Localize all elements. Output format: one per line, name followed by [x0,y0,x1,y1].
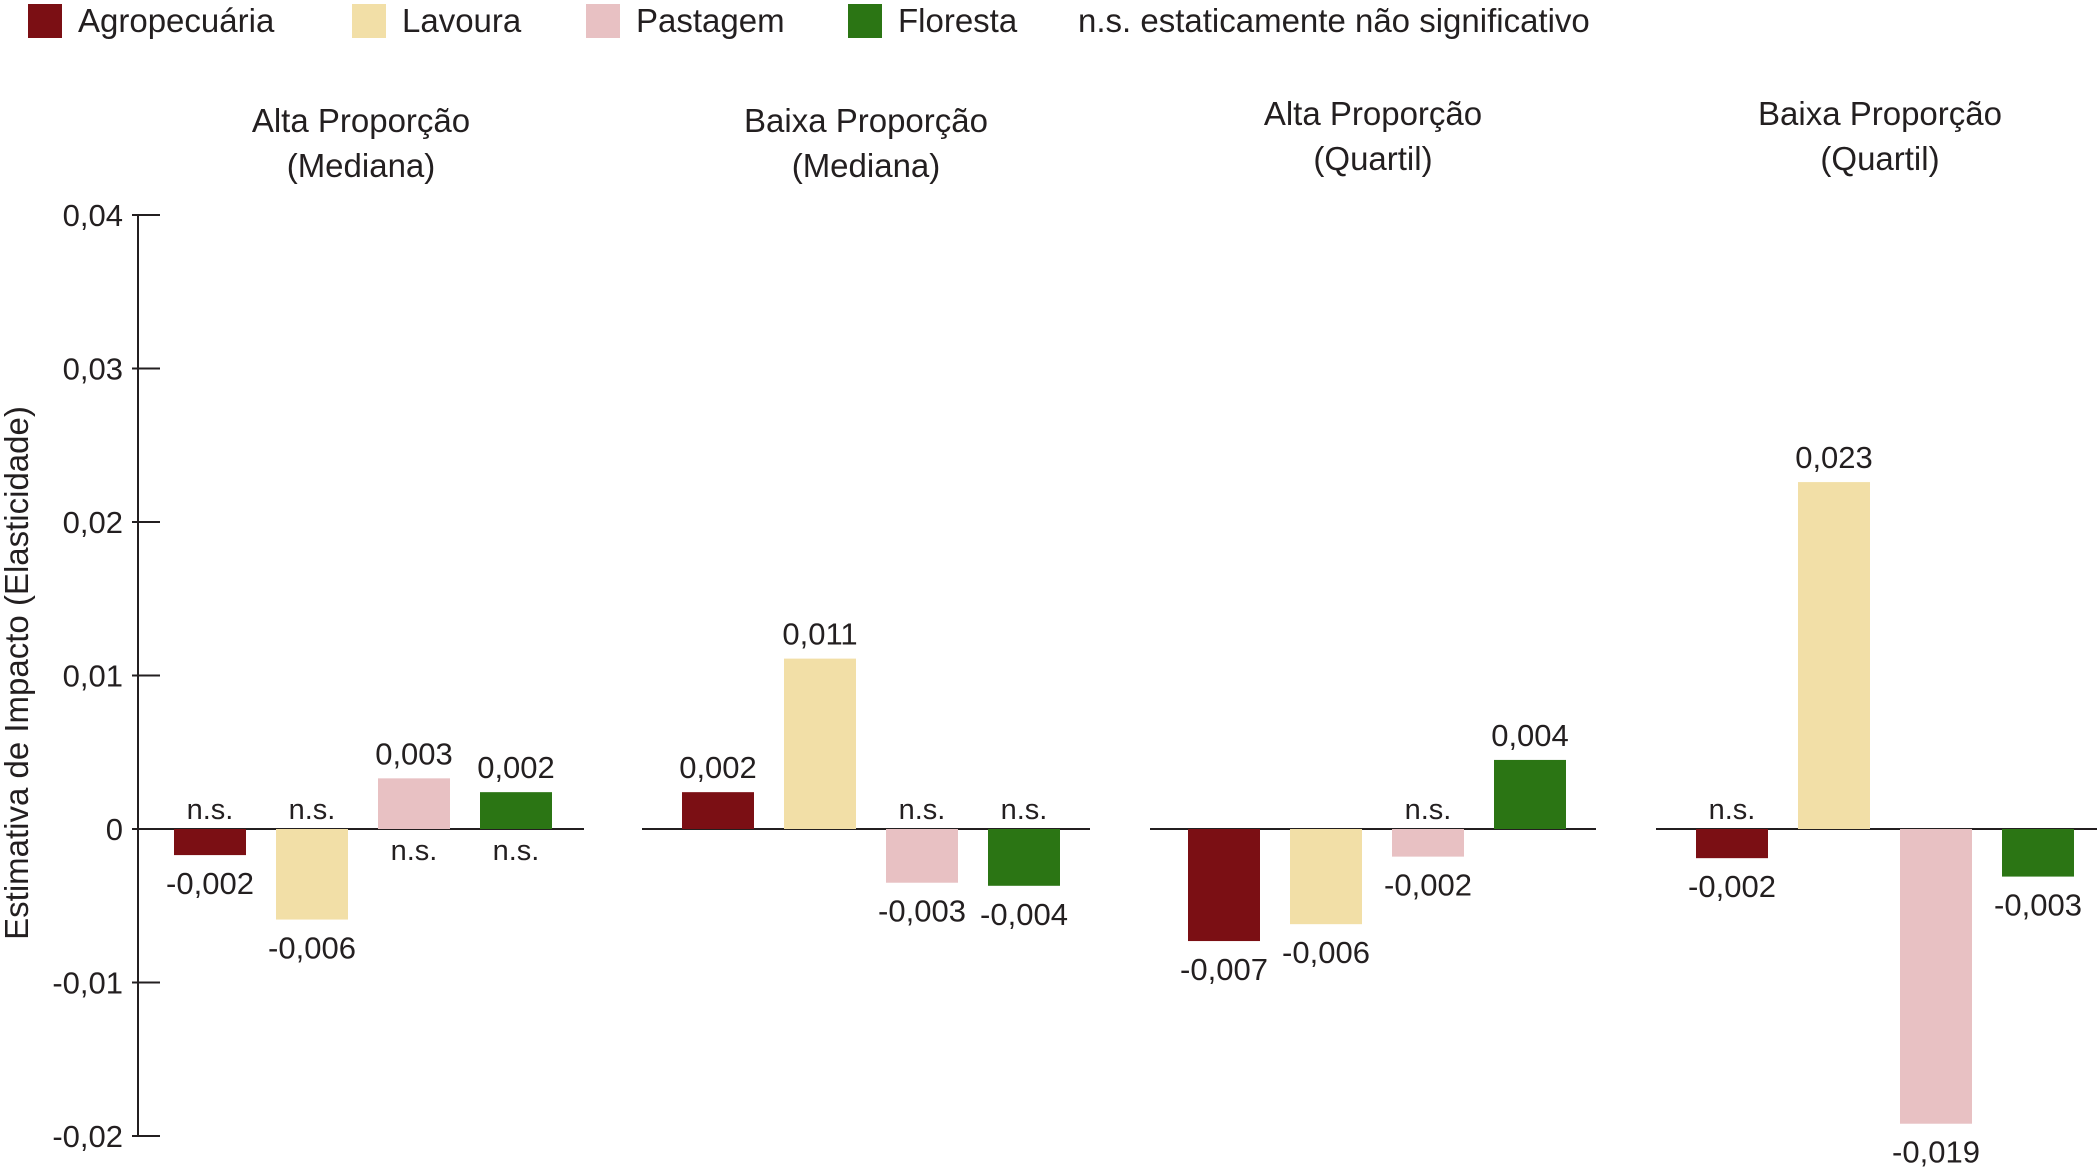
y-tick-label-6: -0,02 [52,1119,123,1154]
legend-note: n.s. estaticamente não significativo [1078,2,1590,39]
panel-1-bar-1-value-label: 0,011 [782,617,857,652]
panel-0-bar-3-value-label: 0,002 [477,750,555,785]
y-tick-label-1: 0,03 [63,352,123,387]
panel-3-bar-3 [2002,829,2074,877]
panel-0-title-line-1: (Mediana) [287,147,436,184]
panel-2-bar-1-value-label: -0,006 [1282,935,1370,970]
panel-1-bar-2-value-label: -0,003 [878,894,966,929]
panel-0-bar-1-ns-label: n.s. [289,794,336,826]
legend-label-2: Pastagem [636,2,785,39]
legend-label-0: Agropecuária [78,2,275,39]
panel-0-bar-2-value-label: 0,003 [375,736,453,771]
panel-0-bar-3-ns-label: n.s. [493,835,540,867]
y-tick-label-4: 0 [106,812,123,847]
panel-0-bar-0-value-label: -0,002 [166,866,254,901]
panel-2-title-line-1: (Quartil) [1313,140,1432,177]
panel-0-bar-1 [276,829,348,920]
panel-0-bar-2 [378,778,450,829]
panel-0-bar-0 [174,829,246,856]
legend-swatch-2 [586,4,620,38]
panel-0-bar-0-ns-label: n.s. [187,794,234,826]
panel-3-bar-0 [1696,829,1768,859]
panel-3-bar-1-value-label: 0,023 [1795,440,1873,475]
panel-0: Alta Proporção (Mediana) -0,002 n.s. -0,006 n… [138,102,584,966]
panel-1: Baixa Proporção (Mediana) 0,002 0,011 -0,003… [642,102,1090,932]
y-tick-label-5: -0,01 [52,966,123,1001]
panel-2-bar-2-value-label: -0,002 [1384,868,1472,903]
panel-3-title-line-1: (Quartil) [1820,140,1939,177]
panel-2: Alta Proporção (Quartil) -0,007 -0,006 -0,00… [1150,95,1596,987]
legend: Agropecuária Lavoura Pastagem Floresta n.s. … [28,2,1590,39]
panel-2-bar-2 [1392,829,1464,857]
panel-1-bar-3-ns-label: n.s. [1001,794,1048,826]
legend-swatch-1 [352,4,386,38]
panel-1-bar-3 [988,829,1060,886]
panel-2-title-line-0: Alta Proporção [1264,95,1482,132]
legend-swatch-0 [28,4,62,38]
y-tick-label-3: 0,01 [63,659,123,694]
panel-3-bar-2 [1900,829,1972,1124]
panel-1-bar-0 [682,792,754,829]
panel-2-bar-2-ns-label: n.s. [1405,794,1452,826]
panel-3-bar-1 [1798,482,1870,829]
panel-1-bar-2 [886,829,958,883]
panel-1-title-line-0: Baixa Proporção [744,102,988,139]
panel-3-bar-2-value-label: -0,019 [1892,1135,1980,1170]
panel-3-bar-3-value-label: -0,003 [1994,888,2082,923]
panel-0-bar-3 [480,792,552,829]
panel-2-bar-3 [1494,759,1566,829]
panel-2-bar-1 [1290,829,1362,925]
panel-3: Baixa Proporção (Quartil) -0,002 n.s. 0,023 -… [1656,95,2097,1170]
panel-0-bar-2-ns-label: n.s. [391,835,438,867]
panel-3-bar-0-ns-label: n.s. [1709,794,1756,826]
panels: Alta Proporção (Mediana) -0,002 n.s. -0,006 n… [138,95,2097,1170]
panel-3-bar-0-value-label: -0,002 [1688,869,1776,904]
panel-1-bar-2-ns-label: n.s. [899,794,946,826]
panel-1-bar-3-value-label: -0,004 [980,897,1068,932]
y-tick-label-0: 0,04 [63,198,123,233]
panel-2-bar-0-value-label: -0,007 [1180,952,1268,987]
y-axis-title: Estimativa de Impacto (Elasticidade) [0,406,35,940]
y-axis: Estimativa de Impacto (Elasticidade) 0,0… [0,198,160,1154]
panel-1-title-line-1: (Mediana) [792,147,941,184]
panel-0-title-line-0: Alta Proporção [252,102,470,139]
panel-2-bar-0 [1188,829,1260,942]
panel-2-bar-3-value-label: 0,004 [1491,718,1569,753]
legend-label-1: Lavoura [402,2,522,39]
y-tick-label-2: 0,02 [63,505,123,540]
panel-1-bar-1 [784,658,856,829]
panel-3-title-line-0: Baixa Proporção [1758,95,2002,132]
legend-label-3: Floresta [898,2,1018,39]
legend-swatch-3 [848,4,882,38]
panel-0-bar-1-value-label: -0,006 [268,931,356,966]
panel-1-bar-0-value-label: 0,002 [679,750,757,785]
